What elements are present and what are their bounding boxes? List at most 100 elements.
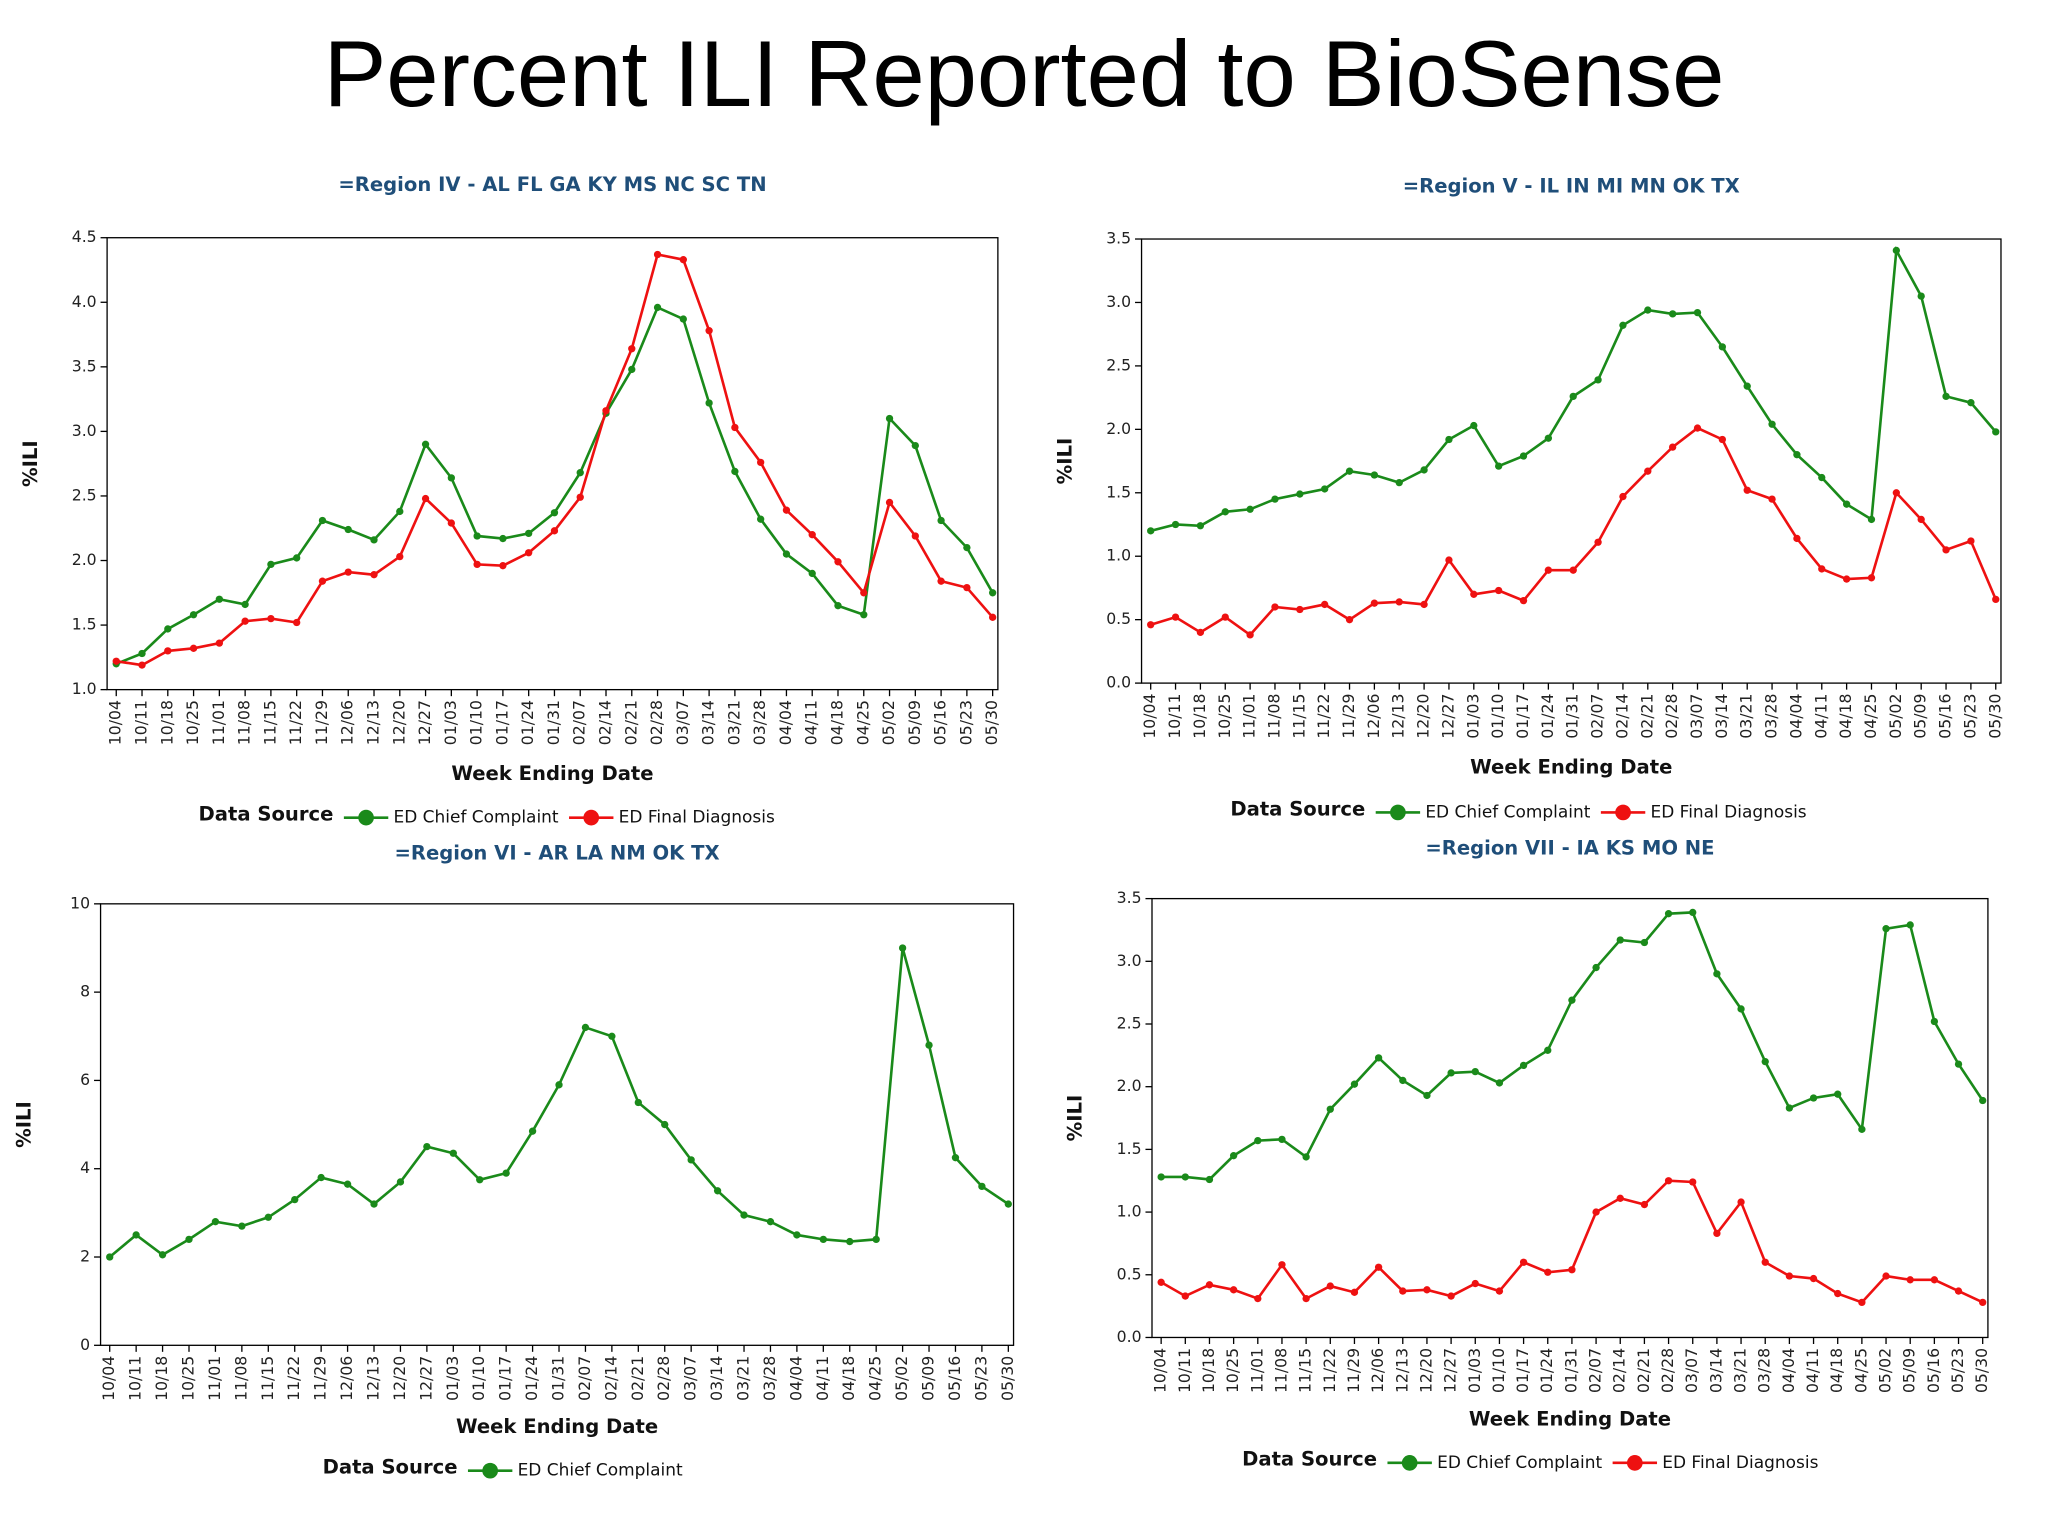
- data-point: [1619, 321, 1627, 329]
- x-tick-label: 05/30: [1972, 1348, 1991, 1393]
- x-tick-label: 05/16: [1936, 694, 1955, 739]
- data-point: [1181, 1173, 1189, 1181]
- legend-title: Data Source: [1230, 797, 1365, 820]
- data-point: [164, 647, 172, 655]
- x-tick-label: 03/28: [760, 1356, 779, 1401]
- y-tick-label: 1.0: [1106, 546, 1131, 565]
- plot-frame: [99, 903, 1015, 1346]
- data-point: [1761, 1258, 1769, 1266]
- data-point: [1906, 921, 1914, 929]
- data-point: [1246, 631, 1254, 639]
- x-tick-label: 05/09: [1911, 694, 1930, 739]
- x-tick-label: 10/11: [1165, 694, 1184, 739]
- data-point: [1809, 1094, 1818, 1102]
- legend-label: ED Chief Complaint: [1437, 1453, 1602, 1473]
- data-point: [1930, 1017, 1939, 1026]
- x-tick-label: 02/28: [1658, 1348, 1677, 1393]
- x-tick-label: 03/14: [1712, 694, 1731, 739]
- data-point: [1423, 1286, 1431, 1294]
- x-tick-label: 11/01: [209, 700, 228, 745]
- x-tick-label: 05/02: [892, 1356, 911, 1401]
- data-point: [1471, 1279, 1479, 1288]
- data-point: [793, 1231, 801, 1239]
- data-point: [1858, 1298, 1866, 1307]
- data-point: [679, 256, 687, 264]
- data-point: [1495, 1287, 1504, 1295]
- x-tick-label: 05/23: [971, 1356, 990, 1401]
- legend-label: ED Chief Complaint: [518, 1461, 683, 1481]
- data-point: [1221, 613, 1229, 621]
- data-point: [189, 644, 198, 652]
- x-tick-label: 12/27: [416, 1356, 435, 1401]
- data-point: [1470, 421, 1478, 430]
- data-point: [1374, 1263, 1383, 1271]
- x-tick-label: 11/22: [1314, 694, 1333, 739]
- x-tick-label: 01/24: [1537, 1348, 1556, 1393]
- y-tick-label: 0.5: [1106, 609, 1131, 628]
- x-tick-label: 02/28: [1662, 694, 1681, 739]
- legend-marker: [358, 809, 374, 826]
- data-point: [1171, 520, 1180, 529]
- data-point: [608, 1032, 616, 1040]
- x-tick-label: 04/25: [866, 1356, 885, 1401]
- data-point: [1616, 936, 1624, 944]
- x-tick-label: 11/01: [1247, 1348, 1266, 1393]
- data-point: [370, 536, 378, 544]
- data-point: [1668, 443, 1677, 451]
- legend-marker: [1390, 804, 1406, 821]
- data-point: [782, 506, 791, 514]
- y-tick-label: 1.5: [1106, 482, 1131, 501]
- x-tick-label: 02/14: [1612, 694, 1631, 739]
- data-point: [1471, 1067, 1479, 1076]
- data-point: [1693, 308, 1702, 317]
- chart-subtitle: =Region VII - IA KS MO NE: [1425, 836, 1714, 859]
- data-point: [1640, 938, 1649, 947]
- x-tick-label: 04/25: [1861, 694, 1880, 739]
- data-point: [576, 469, 584, 477]
- data-point: [1892, 489, 1900, 497]
- x-tick-label: 01/10: [1488, 694, 1507, 739]
- data-point: [602, 407, 610, 415]
- x-tick-label: 01/03: [1465, 1348, 1484, 1393]
- data-point: [634, 1098, 642, 1107]
- x-tick-label: 01/17: [496, 1356, 515, 1401]
- chart-subtitle: =Region V - IL IN MI MN OK TX: [1403, 174, 1740, 197]
- x-tick-label: 11/22: [284, 1356, 303, 1401]
- y-tick-label: 3.5: [1117, 888, 1142, 907]
- x-tick-label: 03/21: [734, 1356, 753, 1401]
- x-tick-label: 01/31: [549, 1356, 568, 1401]
- data-point: [238, 1222, 246, 1230]
- data-point: [396, 507, 404, 516]
- x-tick-label: 01/10: [469, 1356, 488, 1401]
- data-point: [1205, 1175, 1214, 1184]
- data-point: [112, 657, 120, 665]
- x-tick-label: 11/15: [260, 700, 279, 745]
- data-point: [1668, 310, 1677, 318]
- data-point: [1917, 515, 1925, 524]
- x-tick-label: 10/04: [99, 1356, 118, 1401]
- x-tick-label: 10/25: [183, 700, 202, 745]
- data-point: [766, 1218, 775, 1226]
- data-point: [1942, 546, 1950, 554]
- x-tick-label: 03/07: [673, 700, 692, 745]
- data-point: [158, 1251, 167, 1259]
- data-point: [808, 531, 816, 539]
- x-tick-label: 04/11: [1803, 1348, 1822, 1393]
- x-tick-label: 10/11: [1175, 1348, 1194, 1393]
- data-point: [1858, 1125, 1866, 1133]
- x-tick-label: 04/18: [1836, 694, 1855, 739]
- data-point: [1399, 1287, 1407, 1295]
- x-tick-label: 01/03: [441, 700, 460, 745]
- data-point: [1882, 1272, 1890, 1280]
- x-tick-label: 03/14: [707, 1356, 726, 1401]
- data-point: [1906, 1276, 1914, 1284]
- y-tick-label: 1.0: [72, 679, 97, 698]
- x-tick-label: 03/14: [1706, 1348, 1725, 1393]
- x-tick-label: 10/18: [152, 1356, 171, 1401]
- data-point: [1713, 970, 1721, 978]
- x-tick-label: 04/18: [1827, 1348, 1846, 1393]
- x-tick-label: 04/11: [1811, 694, 1830, 739]
- data-point: [1718, 435, 1727, 444]
- legend-label: ED Final Diagnosis: [619, 808, 775, 828]
- data-point: [1785, 1104, 1794, 1112]
